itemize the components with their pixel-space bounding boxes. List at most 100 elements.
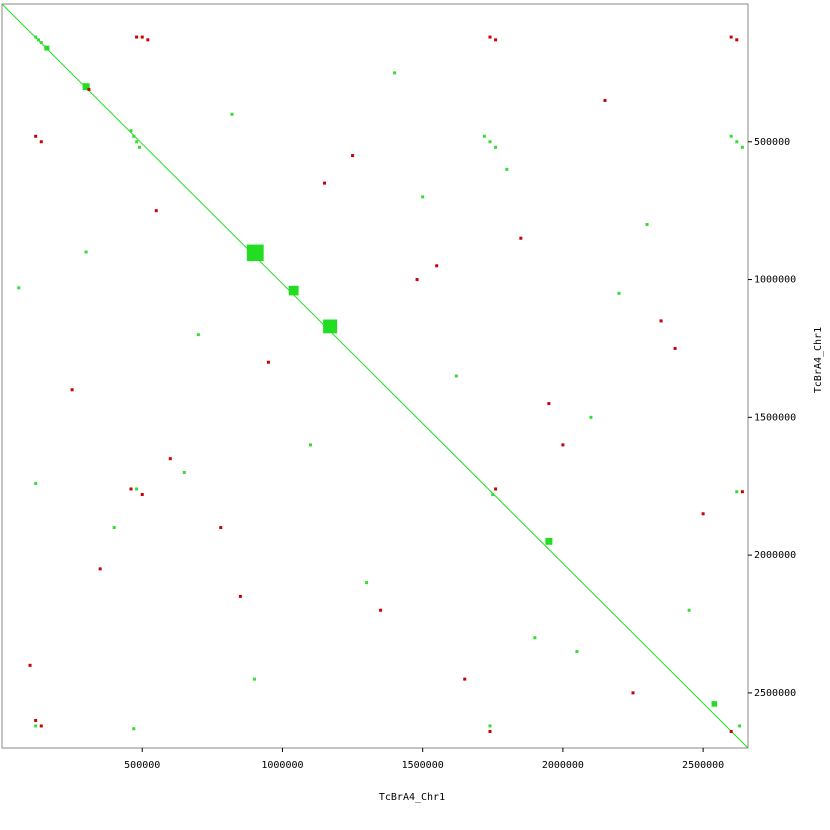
dot: [17, 286, 21, 290]
x-tick-label: 2500000: [682, 760, 724, 771]
dot: [129, 487, 133, 491]
dot: [140, 492, 144, 496]
x-tick-label: 2000000: [542, 760, 584, 771]
dot: [631, 691, 635, 695]
dot: [735, 38, 739, 42]
dot: [589, 415, 593, 419]
dot: [112, 526, 116, 530]
dot: [729, 134, 733, 138]
x-tick-label: 1500000: [402, 760, 444, 771]
block: [246, 244, 264, 262]
dot: [39, 724, 43, 728]
dot: [135, 35, 139, 39]
dot: [505, 167, 509, 171]
y-tick-label: 2000000: [754, 550, 796, 561]
dot: [463, 677, 467, 681]
dot: [494, 38, 498, 42]
dot: [230, 112, 234, 116]
dot: [488, 35, 492, 39]
dot: [146, 38, 150, 42]
y-tick-label: 1000000: [754, 275, 796, 286]
dot: [454, 374, 458, 378]
dot: [729, 729, 733, 733]
dot: [421, 195, 425, 199]
dot: [603, 98, 607, 102]
dot: [39, 41, 43, 45]
x-tick-label: 1000000: [261, 760, 303, 771]
dot: [34, 35, 38, 39]
y-tick-label: 500000: [754, 137, 790, 148]
x-axis-label: TcBrA4_Chr1: [379, 792, 445, 803]
dot: [561, 443, 565, 447]
block: [288, 285, 299, 296]
dot: [308, 443, 312, 447]
dot: [645, 222, 649, 226]
dot: [219, 526, 223, 530]
dot: [154, 209, 158, 213]
dot: [28, 663, 32, 667]
dot: [34, 724, 38, 728]
dot: [488, 140, 492, 144]
dot: [182, 470, 186, 474]
dot: [137, 145, 141, 149]
dot: [70, 388, 74, 392]
y-tick-label: 2500000: [754, 688, 796, 699]
dot: [351, 154, 355, 158]
dot: [168, 457, 172, 461]
dot: [701, 512, 705, 516]
dot: [34, 134, 38, 138]
dot: [617, 291, 621, 295]
dot: [39, 140, 43, 144]
dot: [735, 490, 739, 494]
dot: [740, 490, 744, 494]
dot: [482, 134, 486, 138]
dot: [135, 487, 139, 491]
dot: [575, 650, 579, 654]
dot: [323, 181, 327, 185]
dot: [687, 608, 691, 612]
dot: [740, 145, 744, 149]
dot: [494, 487, 498, 491]
block: [545, 537, 553, 545]
dot: [659, 319, 663, 323]
diagonal-line: [1, 3, 749, 749]
dot: [36, 38, 40, 42]
block: [323, 319, 338, 334]
dot: [132, 727, 136, 731]
dot: [488, 724, 492, 728]
dot: [266, 360, 270, 364]
dot: [34, 718, 38, 722]
dot: [238, 594, 242, 598]
dot: [729, 35, 733, 39]
dot: [132, 134, 136, 138]
dot: [196, 333, 200, 337]
dot: [547, 402, 551, 406]
dot: [140, 35, 144, 39]
dot: [34, 481, 38, 485]
dot: [129, 129, 133, 133]
dot: [435, 264, 439, 268]
dot: [491, 492, 495, 496]
dot: [393, 71, 397, 75]
dot: [533, 636, 537, 640]
dot: [735, 140, 739, 144]
block: [82, 83, 90, 91]
dot: [673, 346, 677, 350]
dot: [415, 278, 419, 282]
block: [711, 701, 718, 707]
y-axis-label: TcBrA4_Chr1: [813, 327, 824, 393]
x-tick-label: 500000: [124, 760, 160, 771]
dot: [252, 677, 256, 681]
dot: [519, 236, 523, 240]
dot: [488, 729, 492, 733]
dot: [135, 140, 139, 144]
dot: [365, 581, 369, 585]
dot: [98, 567, 102, 571]
block: [44, 45, 50, 51]
dot: [84, 250, 88, 254]
y-tick-label: 1500000: [754, 412, 796, 423]
dot: [379, 608, 383, 612]
dot: [738, 724, 742, 728]
dot: [87, 87, 91, 91]
